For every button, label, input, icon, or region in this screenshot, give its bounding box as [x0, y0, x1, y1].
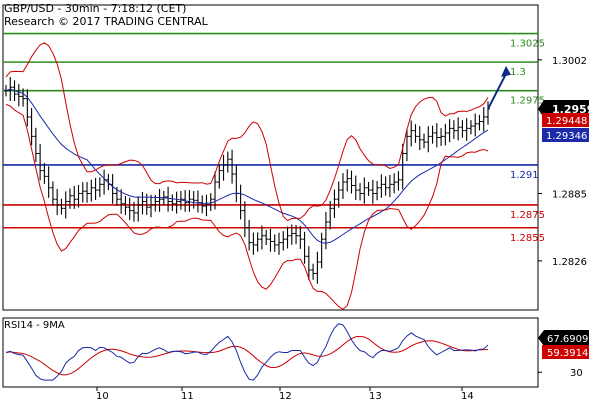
rsi-tick-label: 30 [570, 368, 583, 379]
y-tick-label: 1.3002 [552, 56, 587, 67]
rsi-ma-line [5, 335, 489, 376]
level-label: 1.2875 [510, 210, 545, 221]
rsi-title: RSI14 - 9MA [4, 320, 65, 331]
level-label: 1.3025 [510, 39, 545, 50]
rsi-value-label: 67.6909 [547, 334, 588, 345]
level-label: 1.291 [510, 170, 539, 181]
level-label: 1.2855 [510, 233, 545, 244]
x-tick-label: 11 [181, 391, 194, 400]
chart-title: GBP/USD - 30min - 7:18:12 (CET) [4, 2, 187, 15]
y-tick-label: 1.2885 [552, 189, 587, 200]
level-label: 1.3 [510, 67, 526, 78]
last-price-label: 1.2959 [552, 103, 590, 116]
x-tick-label: 13 [369, 391, 382, 400]
rsi-line [5, 323, 489, 381]
band-value-tag [542, 113, 589, 127]
rsi-ma-value-tag [542, 345, 589, 359]
rsi-panel-frame [2, 317, 539, 388]
band-value-tag [542, 128, 589, 142]
x-tick-label: 10 [96, 391, 109, 400]
rsi-ma-value-label: 59.3914 [547, 348, 588, 359]
band-value-label: 1.29448 [546, 116, 587, 127]
bollinger-lower-band [5, 103, 489, 310]
level-label: 1.2975 [510, 96, 545, 107]
y-tick-label: 1.2826 [552, 257, 587, 268]
rsi-value-tag [538, 330, 589, 346]
moving-average-line [5, 88, 489, 244]
x-tick-label: 12 [279, 391, 292, 400]
chart-copyright: Research © 2017 TRADING CENTRAL [4, 15, 208, 28]
projection-arrow-line [487, 73, 507, 110]
price-panel-frame [2, 4, 539, 311]
band-value-label: 1.29346 [546, 131, 587, 142]
projection-arrowhead [501, 65, 511, 77]
x-tick-label: 14 [461, 391, 474, 400]
bollinger-upper-band [5, 42, 489, 222]
